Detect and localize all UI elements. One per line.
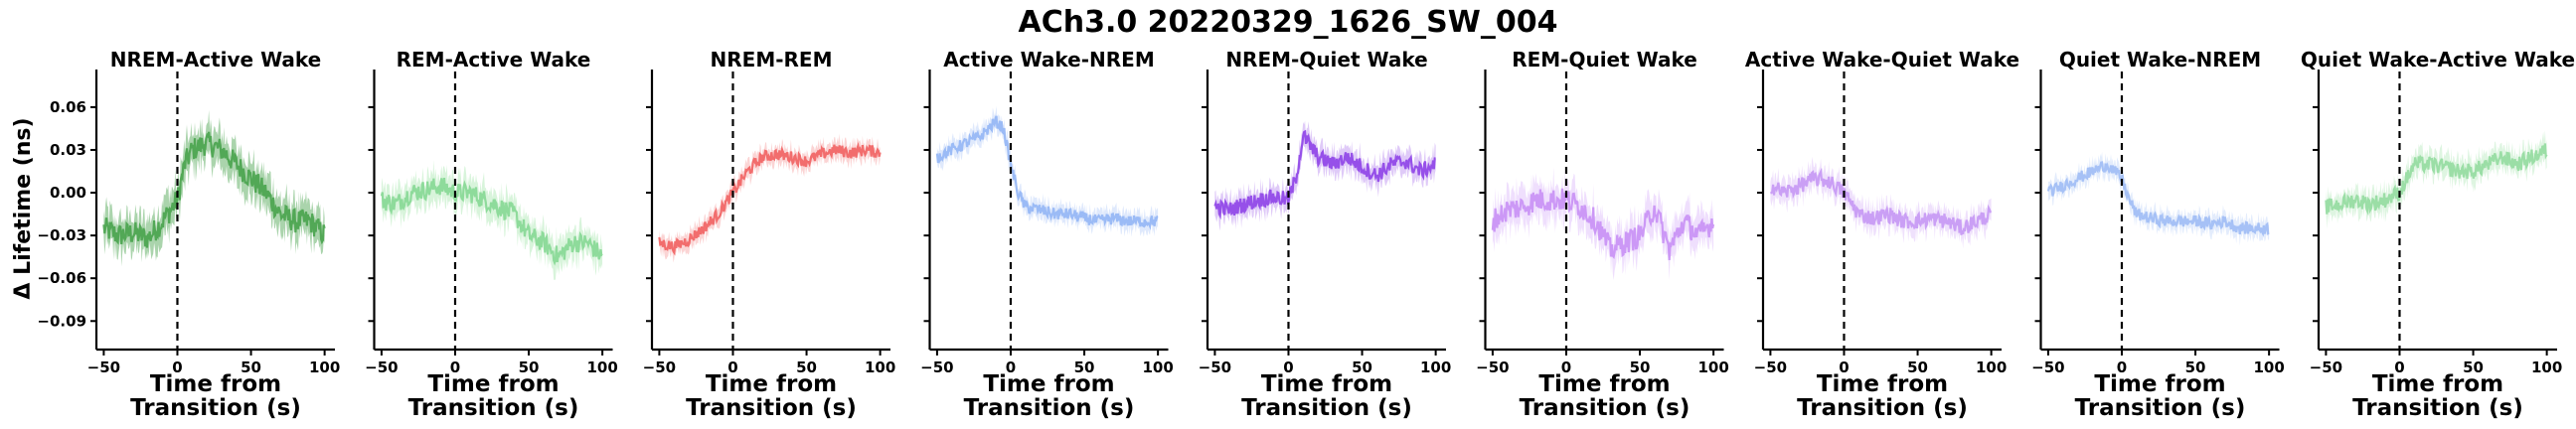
x-axis-label: Time from [427, 371, 559, 397]
x-axis-label: Transition (s) [2075, 395, 2246, 421]
x-tick-label: −50 [1199, 358, 1231, 376]
x-tick-label: 100 [2531, 358, 2562, 376]
x-axis-label: Time from [983, 371, 1114, 397]
x-tick-label: 100 [865, 358, 895, 376]
x-tick-label: −50 [1754, 358, 1787, 376]
x-tick-label: 100 [1976, 358, 2007, 376]
series-band [1492, 167, 1714, 281]
y-tick-label: −0.03 [37, 226, 86, 244]
series-band [2326, 130, 2547, 229]
x-tick-label: 50 [241, 358, 261, 376]
x-axis-label: Transition (s) [130, 395, 301, 421]
series-band [381, 160, 603, 280]
x-tick-label: 100 [2253, 358, 2284, 376]
series-band [1770, 157, 1992, 249]
x-tick-label: 100 [1697, 358, 1728, 376]
y-tick-label: −0.06 [37, 269, 86, 287]
x-tick-label: 0 [2394, 358, 2404, 376]
panel-4: Active Wake-NREM −50 0 50 100 Time fromTransi… [920, 48, 1174, 421]
x-tick-label: 0 [2117, 358, 2127, 376]
panel-title: NREM-Active Wake [110, 48, 322, 72]
x-axis-label: Time from [150, 371, 281, 397]
panel-9: Quiet Wake-Active Wake −50 0 50 100 Time from… [2301, 48, 2575, 421]
panel-8: Quiet Wake-NREM −50 0 50 100 Time fromTransit… [2031, 48, 2285, 421]
series-line [658, 141, 882, 256]
panel-title: NREM-REM [711, 48, 833, 72]
x-tick-label: 100 [1142, 358, 1173, 376]
x-tick-label: 0 [727, 358, 737, 376]
x-tick-label: 50 [796, 358, 817, 376]
x-tick-label: 0 [1283, 358, 1293, 376]
panel-6: REM-Quiet Wake −50 0 50 100 Time fromTransiti… [1476, 48, 1729, 421]
x-tick-label: −50 [920, 358, 953, 376]
series-line [2325, 143, 2548, 215]
x-tick-label: 0 [1561, 358, 1571, 376]
x-tick-label: 0 [450, 358, 460, 376]
series-line [1491, 188, 1715, 260]
series-line [102, 131, 326, 248]
y-tick-label: −0.09 [37, 312, 86, 330]
panel-title: Active Wake-NREM [943, 48, 1155, 72]
series-line [380, 177, 603, 266]
x-axis-label: Time from [1817, 371, 1948, 397]
x-tick-label: 0 [1839, 358, 1849, 376]
x-tick-label: 50 [1907, 358, 1928, 376]
y-tick-label: 0.03 [50, 141, 86, 159]
x-axis-label: Time from [1538, 371, 1670, 397]
x-tick-label: 50 [1074, 358, 1095, 376]
x-axis-label: Transition (s) [408, 395, 579, 421]
x-axis-label: Time from [2372, 371, 2503, 397]
x-axis-label: Time from [2094, 371, 2225, 397]
panel-5: NREM-Quiet Wake −50 0 50 100 Time fromTransit… [1199, 48, 1452, 421]
x-axis-label: Transition (s) [1241, 395, 1412, 421]
x-tick-label: 50 [2463, 358, 2484, 376]
x-tick-label: −50 [2310, 358, 2342, 376]
series-line [1770, 167, 1993, 235]
panel-title: Active Wake-Quiet Wake [1745, 48, 2019, 72]
panel-title: NREM-Quiet Wake [1225, 48, 1427, 72]
y-tick-label: 0.06 [50, 98, 86, 116]
series-line [2046, 161, 2270, 237]
x-tick-label: 100 [586, 358, 617, 376]
x-tick-label: −50 [365, 358, 398, 376]
x-tick-label: 50 [519, 358, 540, 376]
panels-group: NREM-Active Wake −50 0 50 100 −0.09 −0.06 −0.03… [37, 48, 2575, 421]
x-axis-label: Time from [706, 371, 837, 397]
panel-title: Quiet Wake-NREM [2059, 48, 2261, 72]
series-line [1213, 129, 1436, 220]
x-tick-label: −50 [2031, 358, 2064, 376]
x-tick-label: 100 [1420, 358, 1451, 376]
series-line [935, 115, 1159, 230]
x-axis-label: Transition (s) [1520, 395, 1690, 421]
x-tick-label: 50 [1352, 358, 1372, 376]
y-axis-label: Δ Lifetime (ns) [11, 117, 36, 299]
panel-title: REM-Quiet Wake [1512, 48, 1697, 72]
series-band [103, 109, 325, 267]
panel-title: REM-Active Wake [397, 48, 591, 72]
x-tick-label: 100 [309, 358, 340, 376]
x-tick-label: 0 [1006, 358, 1016, 376]
x-tick-label: 0 [172, 358, 182, 376]
panel-1: NREM-Active Wake −50 0 50 100 −0.09 −0.06 −0.03… [37, 48, 340, 421]
series-band [1214, 120, 1436, 231]
x-tick-label: 50 [1630, 358, 1651, 376]
y-tick-label: 0.00 [50, 184, 86, 202]
panel-7: Active Wake-Quiet Wake −50 0 50 100 Time from… [1745, 48, 2019, 421]
panel-title: Quiet Wake-Active Wake [2301, 48, 2575, 72]
x-axis-label: Transition (s) [686, 395, 857, 421]
panel-2: REM-Active Wake −50 0 50 100 Time fromTransit… [365, 48, 618, 421]
x-axis-label: Time from [1261, 371, 1392, 397]
x-axis-label: Transition (s) [964, 395, 1135, 421]
x-tick-label: −50 [87, 358, 120, 376]
x-axis-label: Transition (s) [1797, 395, 1968, 421]
x-axis-label: Transition (s) [2352, 395, 2523, 421]
x-tick-label: 50 [2185, 358, 2206, 376]
x-tick-label: −50 [1476, 358, 1509, 376]
figure-title: ACh3.0 20220329_1626_SW_004 [1019, 5, 1558, 40]
x-tick-label: −50 [643, 358, 676, 376]
